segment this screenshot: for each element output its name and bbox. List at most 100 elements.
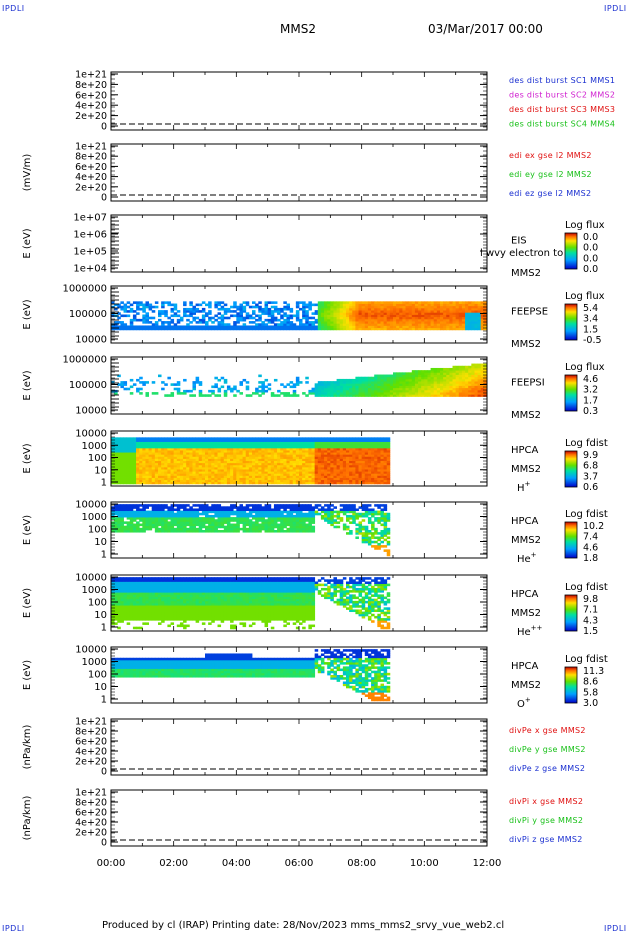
y-tick-label: 1 [101,550,107,561]
spectrogram-p8 [111,577,391,630]
spacecraft-title: MMS2 [280,22,316,36]
colorbar-tick-label: 7.4 [583,532,598,543]
colorbar-tick-label: 4.6 [583,542,598,553]
y-axis-label: E (eV) [22,515,33,545]
y-tick-label: 6e+20 [75,90,107,101]
footer-credits: Produced by cl (IRAP) Printing date: 28/… [102,920,505,931]
time-tick-label: 06:00 [285,858,314,869]
legend-entry: divPi y gse MMS2 [509,816,583,825]
y-tick-label: 2e+20 [75,182,107,193]
y-tick-label: 8e+20 [75,152,107,163]
y-tick-label: 10 [94,537,107,548]
y-axis-label: E (eV) [22,588,33,618]
spacecraft-label: MMS2 [511,608,541,619]
y-axis-label: (nPa/km) [22,725,33,770]
species-charge: + [525,480,531,488]
time-tick-label: 04:00 [222,858,251,869]
time-tick-label: 10:00 [410,858,439,869]
y-tick-label: 1e+21 [75,788,107,799]
legend-entry: des dist burst SC1 MMS1 [509,76,615,85]
colorbar [564,521,578,559]
y-tick-label: 6e+20 [75,808,107,819]
y-tick-label: 0 [101,122,107,133]
colorbar-title: Log fdist [565,582,608,593]
legend-entry: des dist burst SC2 MMS2 [509,91,615,100]
colorbar-tick-label: 0.6 [583,482,598,493]
spectrogram-p4 [111,301,488,331]
time-tick-label: 00:00 [97,858,126,869]
instrument-label: HPCA [511,516,539,527]
y-tick-label: 1000 [82,657,107,668]
corner-label-bottom-left: IPDLI [2,924,25,933]
instrument-label: HPCA [511,661,539,672]
y-tick-label: 1e+04 [73,264,107,275]
panel-frame [110,789,488,847]
y-tick-label: 1e+21 [75,70,107,81]
y-tick-label: 2e+20 [75,757,107,768]
colorbar-tick-label: 3.7 [583,471,598,482]
corner-label-top-right: IPDLI [604,4,627,13]
species-label: He+ [517,551,537,565]
y-tick-label: 10 [94,465,107,476]
colorbar-tick-label: 0.3 [583,406,598,417]
y-tick-label: 100 [88,453,107,464]
species-charge: + [531,551,537,559]
y-tick-label: 1e+07 [73,213,107,224]
colorbar-tick-label: 4.6 [583,374,598,385]
species-charge: ++ [531,624,543,632]
colorbar-title: Log flux [565,220,605,231]
colorbar-tick-label: 9.8 [583,594,598,605]
instrument-label: EIS [511,236,527,247]
y-tick-label: 0 [101,838,107,849]
overlay-label: l wvy electron to [480,248,563,259]
legend-entry: des dist burst SC3 MMS3 [509,105,615,114]
y-tick-label: 10 [94,610,107,621]
colorbar-tick-label: 5.8 [583,687,598,698]
y-tick-label: 4e+20 [75,101,107,112]
colorbar [564,450,578,488]
species-label: He++ [517,624,543,638]
legend-entry: divPi z gse MMS2 [509,835,583,844]
y-tick-label: 1 [101,623,107,634]
y-tick-label: 1 [101,695,107,706]
panel-p3: 1e+07 1e+06 1e+05 1e+04 E (eV) EIS MMS2 l wvy e… [22,213,605,280]
colorbar-tick-label: 0.0 [583,243,598,254]
species-name: He [517,627,531,638]
y-tick-label: 6e+20 [75,162,107,173]
spacecraft-label: MMS2 [511,680,541,691]
panel-frame [110,214,488,273]
colorbar-title: Log fdist [565,509,608,520]
colorbar-tick-label: 8.6 [583,677,598,688]
spacecraft-label: MMS2 [511,535,541,546]
instrument-label: FEEPSE [511,307,548,318]
colorbar-tick-label: 10.2 [583,521,604,532]
colorbar-tick-label: 3.4 [583,314,598,325]
y-tick-label: 8e+20 [75,798,107,809]
species-label: O+ [517,696,531,710]
species-charge: + [525,696,531,704]
panel-p5: 1000000 100000 10000 E (eV) FEEPSI MMS2 Log fl… [22,355,605,422]
y-tick-label: 1000 [82,512,107,523]
corner-label-top-left: IPDLI [2,4,25,13]
y-tick-label: 1000000 [62,284,107,295]
time-tick-label: 02:00 [159,858,188,869]
corner-label-bottom-right: IPDLI [604,924,627,933]
y-tick-label: 1e+05 [73,247,107,258]
legend-entry: edi ez gse l2 MMS2 [509,189,591,198]
y-tick-label: 4e+20 [75,172,107,183]
colorbar-title: Log flux [565,291,605,302]
panel-p4: 1000000 100000 10000 E (eV) FEEPSE MMS2 Log fl… [22,284,605,351]
y-tick-label: 0 [101,767,107,778]
panel-frame [110,143,488,202]
legend-entry: divPi x gse MMS2 [509,797,583,806]
colorbar-tick-label: 0.0 [583,232,598,243]
colorbar-tick-label: 9.9 [583,450,598,461]
spacecraft-label: MMS2 [511,339,541,350]
spectrogram-p6 [111,437,391,485]
y-tick-label: 1000000 [62,355,107,366]
